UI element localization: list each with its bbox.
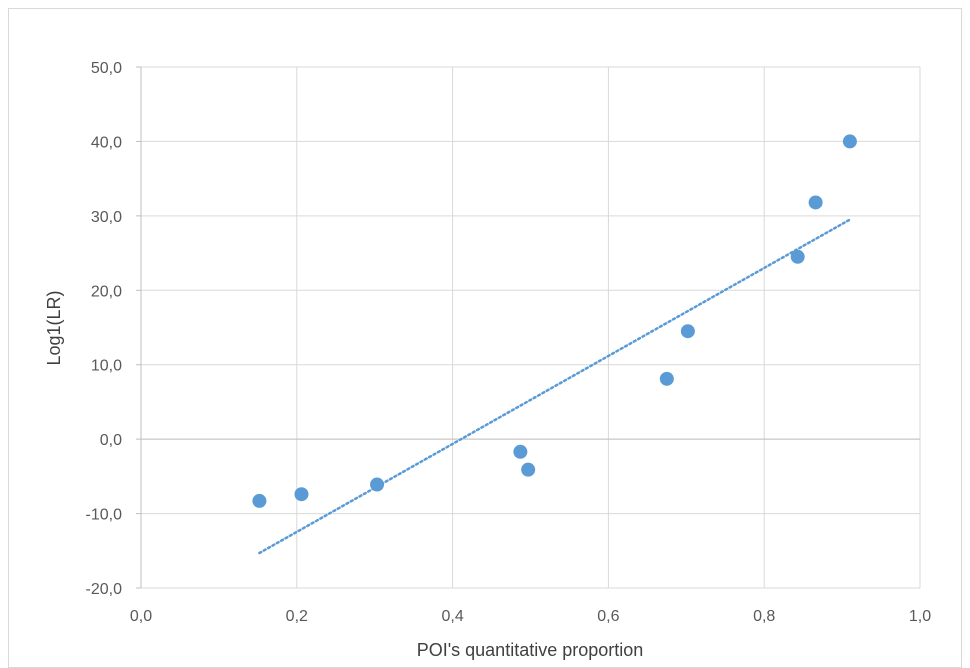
- y-tick-label: 50,0: [91, 60, 122, 77]
- data-point: [513, 444, 528, 459]
- x-axis-title: POI's quantitative proportion: [417, 640, 644, 660]
- data-point: [790, 249, 805, 264]
- data-point: [294, 487, 309, 502]
- y-tick-label: 0,0: [100, 432, 122, 449]
- x-tick-label: 0,4: [441, 608, 463, 625]
- y-tick-label: 30,0: [91, 209, 122, 226]
- data-point: [521, 462, 536, 477]
- y-tick-label: -10,0: [86, 507, 123, 524]
- data-point: [842, 134, 857, 149]
- x-tick-label: 0,2: [286, 608, 308, 625]
- y-tick-label: 10,0: [91, 358, 122, 375]
- x-tick-label: 0,6: [597, 608, 619, 625]
- x-tick-label: 1,0: [909, 608, 931, 625]
- x-tick-label: 0,8: [753, 608, 775, 625]
- data-point: [680, 324, 695, 339]
- data-point: [370, 477, 385, 492]
- trendline-layer: [258, 218, 852, 555]
- y-tick-label: 40,0: [91, 134, 122, 151]
- x-tick-label: 0,0: [130, 608, 152, 625]
- axes: [136, 66, 920, 589]
- trendline: [258, 218, 852, 555]
- data-point: [808, 195, 823, 210]
- y-tick-label: -20,0: [86, 581, 123, 598]
- data-point: [659, 371, 674, 386]
- data-point: [252, 493, 267, 508]
- y-axis-title: Log1(LR): [44, 290, 64, 365]
- data-points: [252, 134, 857, 508]
- chart-frame: [8, 8, 962, 668]
- grid-lines: [140, 66, 921, 589]
- y-tick-label: 20,0: [91, 283, 122, 300]
- tick-labels: -20,0 -10,0 0,0 10,0 20,0 30,0 40,0 50,0 0,0 0,2 0…: [86, 60, 932, 625]
